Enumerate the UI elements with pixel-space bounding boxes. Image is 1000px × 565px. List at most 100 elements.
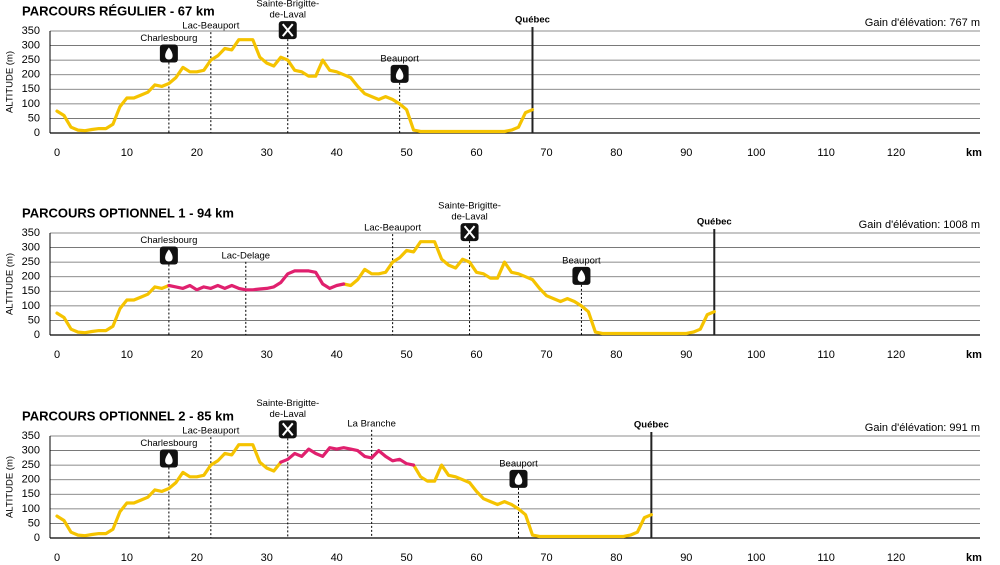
x-tick-label: 50 — [400, 147, 412, 159]
elevation-line — [55, 240, 716, 336]
y-tick-label: 50 — [28, 112, 40, 124]
waypoint: Sainte-Brigitte-de-Laval — [256, 398, 319, 538]
elevation-gain: Gain d'élévation: 1008 m — [859, 219, 980, 231]
waypoint: Beauport — [562, 255, 601, 335]
y-tick-label: 200 — [22, 474, 40, 486]
food-icon — [281, 422, 294, 436]
waypoint: Sainte-Brigitte-de-Laval — [438, 201, 501, 335]
waypoint-label: Lac-Beauport — [182, 426, 239, 437]
x-tick-label: 90 — [680, 349, 692, 361]
waypoint: Lac-Delage — [221, 250, 270, 335]
waypoint-label: Lac-Beauport — [364, 223, 421, 234]
y-tick-label: 150 — [22, 488, 40, 500]
waypoint: Lac-Beauport — [364, 223, 422, 335]
y-tick-label: 300 — [22, 241, 40, 253]
water-icon — [577, 269, 586, 282]
waypoint-label: Sainte-Brigitte- — [256, 398, 319, 409]
x-tick-label: 50 — [400, 552, 412, 564]
elevation-line — [55, 38, 535, 134]
y-tick-label: 150 — [22, 285, 40, 297]
x-tick-label: 20 — [191, 349, 203, 361]
x-tick-label: 30 — [261, 349, 273, 361]
elevation-line — [55, 443, 653, 539]
x-tick-label: 90 — [680, 147, 692, 159]
waypoint: Beauport — [499, 458, 538, 538]
x-tick-label: 110 — [817, 147, 835, 159]
x-tick-label: 0 — [54, 147, 60, 159]
x-tick-label: 110 — [817, 552, 835, 564]
finish-label: Québec — [697, 217, 732, 228]
x-tick-label: 60 — [470, 552, 482, 564]
elevation-line — [279, 446, 416, 467]
x-tick-label: 80 — [610, 552, 622, 564]
waypoint: Beauport — [380, 53, 419, 133]
finish-label: Québec — [634, 420, 669, 431]
waypoint-label: Charlesbourg — [140, 438, 197, 449]
y-tick-label: 100 — [22, 300, 40, 312]
chart-title: PARCOURS RÉGULIER - 67 km — [22, 3, 215, 18]
x-tick-label: 60 — [470, 147, 482, 159]
waypoint: Charlesbourg — [140, 235, 197, 335]
waypoint-label: Sainte-Brigitte- — [438, 201, 501, 212]
waypoint-label: La Branche — [347, 418, 396, 429]
waypoint-label: Charlesbourg — [140, 33, 197, 44]
waypoint: Lac-Beauport — [182, 426, 240, 538]
y-tick-label: 0 — [34, 127, 40, 139]
waypoint-label: de-Laval — [270, 409, 306, 420]
x-tick-label: 100 — [747, 349, 765, 361]
waypoint-label: Lac-Delage — [221, 250, 270, 261]
y-tick-label: 100 — [22, 98, 40, 110]
waypoint: La Branche — [347, 418, 396, 538]
x-tick-label: 120 — [887, 349, 905, 361]
x-axis-label: km — [966, 552, 982, 564]
y-tick-label: 350 — [22, 227, 40, 239]
waypoint-label: Sainte-Brigitte- — [256, 0, 319, 10]
x-tick-label: 40 — [331, 349, 343, 361]
x-tick-label: 10 — [121, 552, 133, 564]
x-tick-label: 100 — [747, 147, 765, 159]
chart-title: PARCOURS OPTIONNEL 1 - 94 km — [22, 205, 234, 220]
x-tick-label: 70 — [540, 147, 552, 159]
x-tick-label: 20 — [191, 552, 203, 564]
y-tick-label: 200 — [22, 69, 40, 81]
y-tick-label: 350 — [22, 25, 40, 37]
x-tick-label: 10 — [121, 349, 133, 361]
waypoint-label: Charlesbourg — [140, 235, 197, 246]
y-tick-label: 0 — [34, 532, 40, 544]
water-icon — [165, 249, 173, 262]
x-tick-label: 30 — [261, 552, 273, 564]
x-tick-label: 90 — [680, 552, 692, 564]
waypoint-label: Beauport — [380, 53, 419, 64]
y-tick-label: 350 — [22, 430, 40, 442]
y-tick-label: 50 — [28, 517, 40, 529]
food-icon — [463, 225, 476, 239]
waypoint: Sainte-Brigitte-de-Laval — [256, 0, 319, 133]
elevation-gain: Gain d'élévation: 767 m — [865, 17, 980, 29]
y-axis-label: ALTITUDE (m) — [5, 51, 16, 113]
finish-label: Québec — [515, 15, 550, 26]
y-tick-label: 250 — [22, 459, 40, 471]
x-tick-label: 70 — [540, 349, 552, 361]
x-tick-label: 0 — [54, 552, 60, 564]
x-tick-label: 40 — [331, 147, 343, 159]
y-tick-label: 0 — [34, 329, 40, 341]
waypoint-label: de-Laval — [270, 10, 306, 21]
water-icon — [514, 472, 523, 485]
water-icon — [165, 47, 173, 60]
x-tick-label: 10 — [121, 147, 133, 159]
water-icon — [395, 67, 404, 80]
x-tick-label: 30 — [261, 147, 273, 159]
x-tick-label: 50 — [400, 349, 412, 361]
y-tick-label: 100 — [22, 503, 40, 515]
waypoint-label: Lac-Beauport — [182, 21, 239, 32]
chart-title: PARCOURS OPTIONNEL 2 - 85 km — [22, 408, 234, 423]
waypoint-label: Beauport — [499, 458, 538, 469]
x-axis-label: km — [966, 147, 982, 159]
y-axis-label: ALTITUDE (m) — [5, 456, 16, 518]
x-tick-label: 120 — [887, 552, 905, 564]
y-tick-label: 200 — [22, 271, 40, 283]
y-tick-label: 250 — [22, 54, 40, 66]
waypoint: Lac-Beauport — [182, 21, 240, 133]
